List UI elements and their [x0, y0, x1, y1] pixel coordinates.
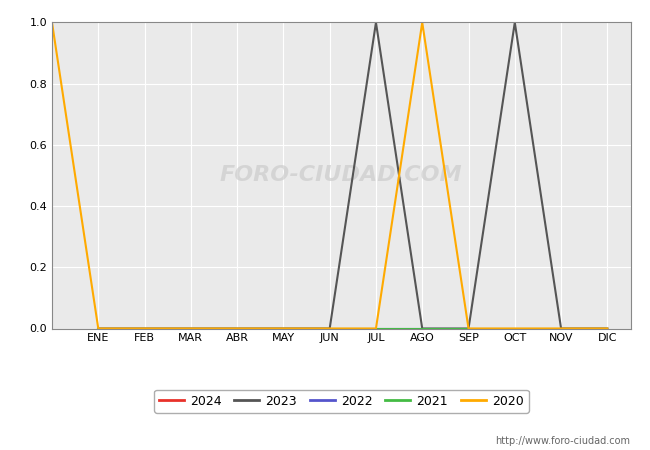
Legend: 2024, 2023, 2022, 2021, 2020: 2024, 2023, 2022, 2021, 2020 — [154, 390, 528, 413]
Text: http://www.foro-ciudad.com: http://www.foro-ciudad.com — [495, 436, 630, 446]
Text: FORO-CIUDAD.COM: FORO-CIUDAD.COM — [220, 166, 463, 185]
Text: Matriculaciones de Vehiculos en Rábanos: Matriculaciones de Vehiculos en Rábanos — [153, 8, 497, 26]
